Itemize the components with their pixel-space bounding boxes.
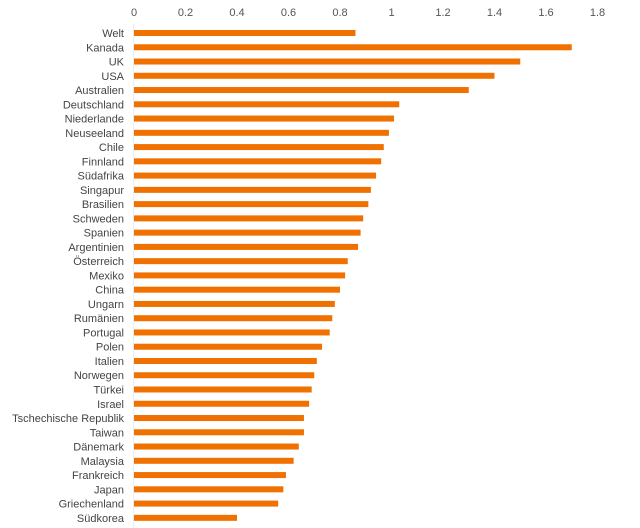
category-label: UK [109, 57, 125, 69]
category-label: Brasilien [82, 199, 124, 211]
bar [134, 129, 389, 136]
bar [134, 386, 312, 393]
category-label: Israel [97, 399, 124, 411]
x-tick-label: 1 [388, 7, 394, 19]
category-label: Dänemark [73, 442, 124, 454]
bar [134, 101, 400, 108]
bar [134, 215, 364, 222]
x-tick-label: 0.6 [281, 7, 296, 19]
category-label: Taiwan [90, 427, 124, 439]
bar [134, 58, 521, 65]
category-label: Niederlande [65, 114, 124, 126]
bar [134, 229, 361, 236]
category-label: Neuseeland [65, 128, 124, 140]
x-tick-label: 0.8 [332, 7, 347, 19]
category-label: Portugal [83, 327, 124, 339]
x-tick-label: 1.6 [538, 7, 553, 19]
category-label: Malaysia [81, 456, 125, 468]
category-label: Griechenland [59, 499, 124, 511]
bar [134, 429, 304, 436]
bar [134, 500, 279, 507]
category-label: Japan [94, 484, 124, 496]
x-tick-label: 1.8 [590, 7, 605, 19]
category-label: China [95, 285, 125, 297]
bar [134, 472, 286, 479]
bar [134, 201, 369, 208]
bar [134, 329, 330, 336]
x-tick-label: 0 [131, 7, 137, 19]
bar [134, 44, 572, 51]
bar [134, 514, 237, 521]
bar [134, 400, 310, 407]
category-label: Spanien [84, 228, 124, 240]
bar [134, 357, 317, 364]
bar [134, 415, 304, 422]
bar [134, 300, 335, 307]
x-axis-ticks: 0 0.2 0.4 0.6 0.8 1 1.2 1.4 1.6 1.8 [131, 7, 605, 19]
category-label: Norwegen [74, 370, 124, 382]
category-label: Singapur [80, 185, 124, 197]
bar [134, 158, 382, 165]
category-label: Schweden [73, 213, 124, 225]
category-label: Italien [95, 356, 124, 368]
category-label: Ungarn [88, 299, 124, 311]
bar [134, 243, 359, 250]
category-label: Chile [99, 142, 124, 154]
bar [134, 315, 333, 322]
category-label: Rumänien [74, 313, 124, 325]
category-label: Südkorea [77, 513, 125, 525]
category-label: USA [101, 71, 124, 83]
bar [134, 30, 356, 36]
category-label: Tschechische Republik [12, 413, 124, 425]
category-labels: Welt Kanada UK USA Australien Deutschland Nied… [12, 28, 125, 525]
bar [134, 258, 348, 265]
bar [134, 186, 371, 193]
bar [134, 272, 346, 279]
x-tick-label: 0.4 [229, 7, 244, 19]
bar [134, 72, 495, 79]
category-label: Südafrika [78, 171, 125, 183]
category-label: Deutschland [63, 99, 124, 111]
x-tick-label: 1.4 [487, 7, 502, 19]
category-label: Frankreich [72, 470, 124, 482]
bar [134, 372, 315, 379]
category-label: Argentinien [68, 242, 124, 254]
bar [134, 144, 384, 151]
bar [134, 443, 299, 450]
bars [134, 30, 572, 521]
bar [134, 486, 284, 493]
category-label: Türkei [93, 385, 124, 397]
category-label: Mexiko [89, 270, 124, 282]
bar [134, 115, 395, 122]
x-tick-label: 0.2 [178, 7, 193, 19]
category-label: Welt [102, 28, 124, 40]
category-label: Finnland [82, 156, 124, 168]
category-label: Polen [96, 342, 124, 354]
bar [134, 286, 340, 293]
category-label: Australien [75, 85, 124, 97]
bar [134, 343, 322, 350]
bar [134, 87, 469, 94]
category-label: Kanada [86, 42, 125, 54]
category-label: Österreich [73, 256, 124, 268]
bar [134, 457, 294, 464]
bar [134, 172, 377, 179]
x-tick-label: 1.2 [435, 7, 450, 19]
